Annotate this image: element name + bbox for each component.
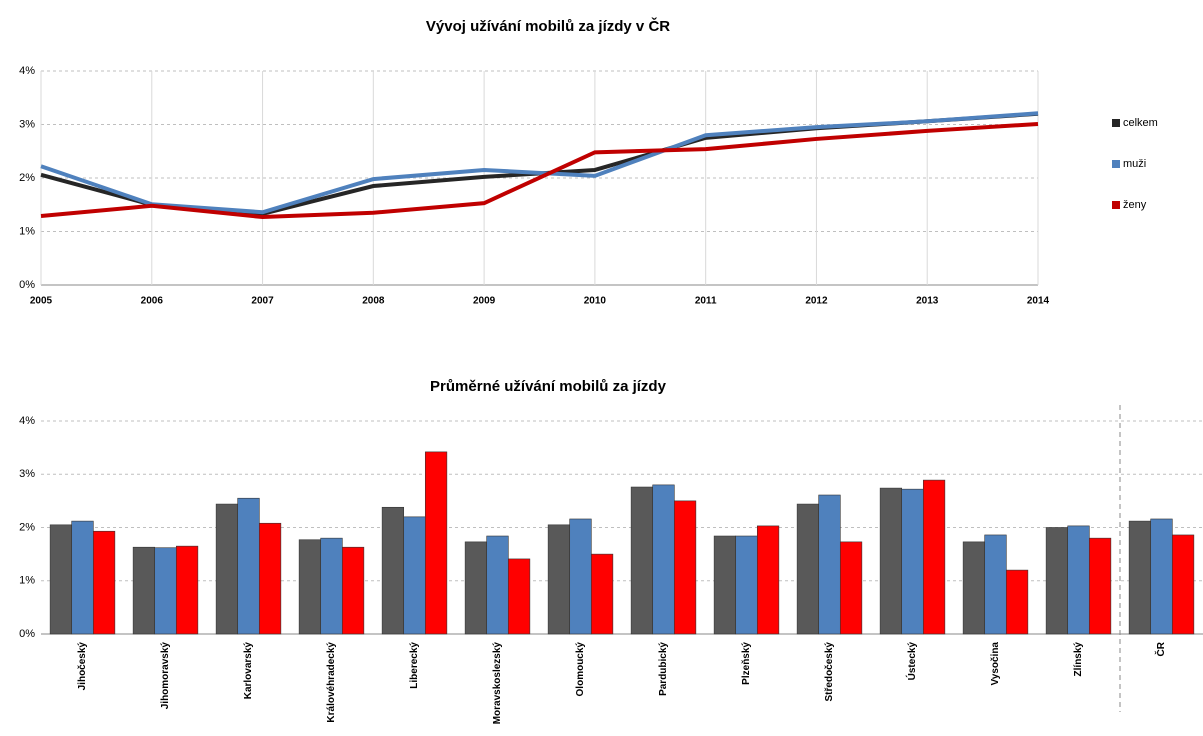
bar	[1088, 537, 1112, 635]
bar	[630, 486, 654, 635]
bar	[590, 553, 614, 635]
bar	[92, 530, 116, 635]
x-tick-label: 2008	[362, 296, 385, 307]
bar	[547, 524, 571, 635]
bar	[1171, 534, 1195, 635]
y-tick-label: 0%	[19, 628, 35, 640]
bar	[879, 487, 903, 635]
x-tick-label: 2010	[584, 296, 607, 307]
legend-swatch	[1112, 160, 1120, 168]
bar	[154, 547, 177, 635]
bar	[215, 503, 239, 635]
x-tick-label: Moravskoslezský	[492, 642, 503, 725]
x-tick-label: 2006	[141, 296, 164, 307]
bar	[652, 484, 675, 635]
bar	[1128, 520, 1152, 635]
legend-label: muži	[1123, 158, 1146, 170]
x-tick-label: Ústecký	[905, 642, 918, 681]
bar	[713, 535, 737, 635]
y-tick-label: 3%	[19, 118, 35, 130]
bar	[464, 541, 488, 635]
y-tick-label: 2%	[19, 521, 35, 533]
bar	[486, 535, 509, 635]
x-tick-label: 2007	[251, 296, 274, 307]
bar	[1150, 518, 1173, 635]
bar	[381, 506, 405, 635]
chart-title: Průměrné užívání mobilů za jízdy	[430, 378, 667, 395]
bar	[237, 497, 260, 635]
x-tick-label: 2012	[805, 296, 828, 307]
x-tick-label: Liberecký	[409, 642, 420, 689]
legend-label: ženy	[1123, 199, 1147, 211]
x-tick-label: Pardubický	[658, 642, 669, 696]
x-tick-label: Karlovarský	[243, 642, 254, 700]
bar	[403, 516, 426, 635]
bar	[922, 479, 946, 635]
y-tick-label: 0%	[19, 279, 35, 291]
x-tick-label: Královéhradecký	[326, 642, 337, 723]
y-tick-label: 1%	[19, 225, 35, 237]
bar	[796, 503, 820, 635]
y-tick-label: 3%	[19, 468, 35, 480]
legend-label: celkem	[1123, 117, 1158, 129]
x-tick-label: Vysočina	[990, 642, 1001, 686]
legend-swatch	[1112, 119, 1120, 127]
bar	[320, 537, 343, 635]
bar	[1045, 527, 1069, 635]
bar	[984, 534, 1007, 635]
line-series	[40, 111, 1039, 216]
bar	[673, 500, 697, 635]
x-tick-label: 2014	[1027, 296, 1050, 307]
y-tick-label: 4%	[19, 415, 35, 427]
bar	[818, 494, 841, 635]
x-tick-label: 2009	[473, 296, 496, 307]
bar	[298, 539, 322, 635]
x-tick-label: Středočeský	[824, 642, 835, 702]
line-series	[40, 121, 1039, 220]
bar	[424, 451, 448, 635]
y-tick-label: 4%	[19, 65, 35, 77]
x-tick-label: Jihomoravský	[160, 642, 171, 710]
bar	[735, 535, 758, 635]
x-tick-label: ČR	[1154, 641, 1167, 656]
bar	[49, 524, 73, 635]
bar	[175, 545, 199, 635]
bar	[71, 520, 94, 635]
y-tick-label: 2%	[19, 172, 35, 184]
x-tick-label: Zlínský	[1073, 642, 1084, 677]
chart-title: Vývoj užívání mobilů za jízdy v ČR	[426, 17, 670, 35]
bar	[507, 558, 531, 635]
y-tick-label: 1%	[19, 575, 35, 587]
bar	[258, 522, 282, 635]
x-tick-label: 2011	[695, 296, 717, 307]
bar	[756, 525, 780, 635]
bar	[1067, 525, 1090, 635]
x-tick-label: Plzeňský	[741, 642, 752, 685]
bar	[901, 488, 924, 635]
bar	[341, 546, 365, 635]
legend-swatch	[1112, 201, 1120, 209]
bar	[1005, 569, 1029, 635]
x-tick-label: 2005	[30, 296, 53, 307]
x-tick-label: Olomoucký	[575, 642, 586, 697]
line-series	[40, 111, 1039, 215]
bar	[132, 546, 156, 635]
bar	[962, 541, 986, 635]
bar	[839, 541, 863, 635]
x-tick-label: Jihočeský	[77, 642, 88, 691]
x-tick-label: 2013	[916, 296, 939, 307]
bar	[569, 518, 592, 635]
